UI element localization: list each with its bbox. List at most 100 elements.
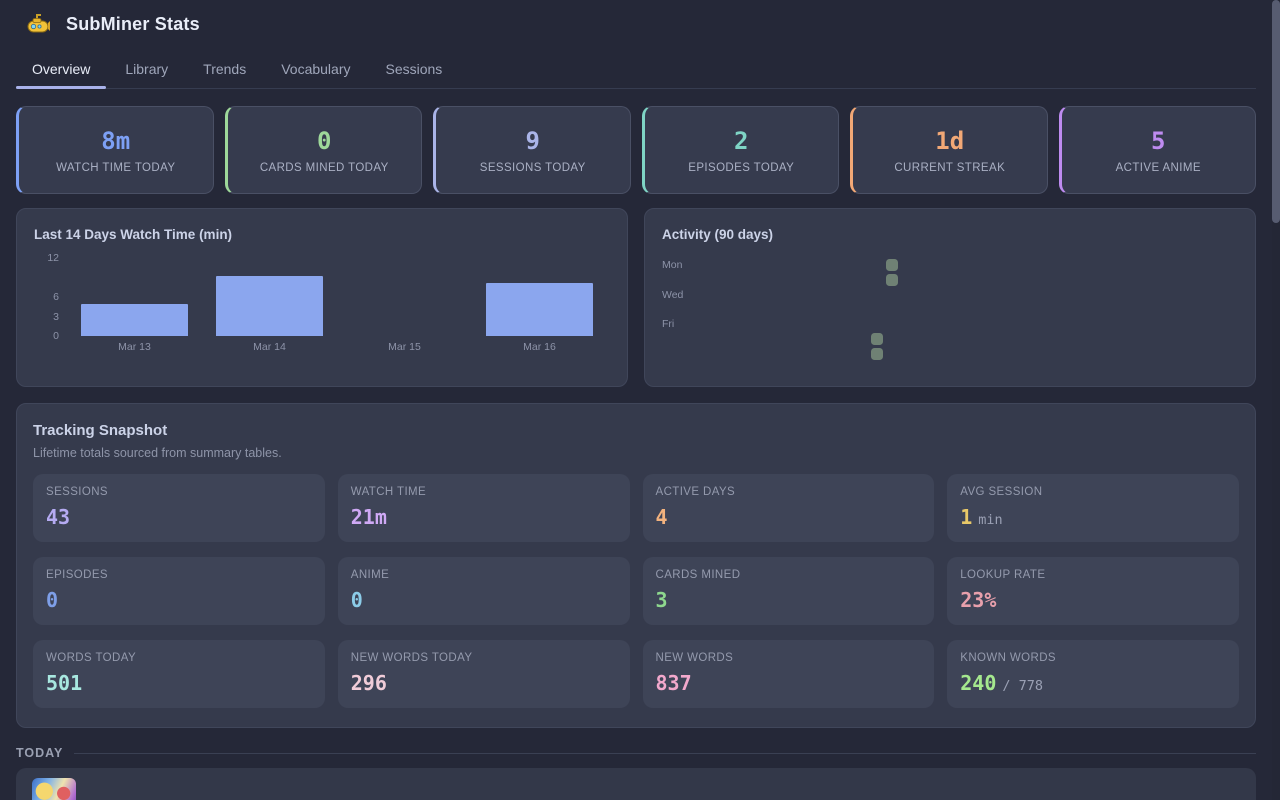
snapshot-cell-label: EPISODES [46, 569, 108, 581]
tab-sessions[interactable]: Sessions [385, 61, 443, 77]
stat-card-current-streak: 1d CURRENT STREAK [850, 106, 1048, 194]
y-tick-label: 3 [53, 310, 59, 323]
stat-label: SESSIONS TODAY [479, 161, 586, 174]
stat-card-cards-mined-today: 0 CARDS MINED TODAY [224, 106, 422, 194]
today-session-card [16, 768, 1256, 800]
stats-row: 8m WATCH TIME TODAY 0 CARDS MINED TODAY … [16, 106, 1256, 194]
snapshot-cell-value: 501 [46, 671, 83, 695]
today-section-header: TODAY [16, 745, 1256, 761]
tracking-snapshot-panel: Tracking Snapshot Lifetime totals source… [16, 403, 1256, 728]
snapshot-cell-value: 296 [350, 671, 387, 695]
stat-value: 5 [1151, 126, 1166, 155]
x-tick-label: Mar 14 [253, 341, 286, 353]
tab-overview[interactable]: Overview [16, 52, 107, 89]
stat-card-watch-time-today: 8m WATCH TIME TODAY [16, 106, 214, 194]
x-tick-label: Mar 15 [388, 341, 421, 353]
bar-plot [67, 251, 607, 336]
page-title: SubMiner Stats [66, 13, 200, 34]
bar-chart-x-axis: Mar 13 Mar 14 Mar 15 Mar 16 [67, 341, 607, 353]
bar-slot [202, 251, 337, 336]
snapshot-cell-label: NEW WORDS TODAY [350, 652, 473, 664]
bar-chart-y-axis: 0 3 6 12 [33, 251, 59, 342]
submarine-icon [27, 14, 50, 33]
bar-mar-16 [486, 282, 593, 336]
snapshot-cell-avg-session: AVG SESSION 1 min [947, 474, 1239, 542]
scrollbar-thumb[interactable] [1272, 0, 1280, 223]
activity-heatmap-panel: Activity (90 days) Mon Wed Fri [644, 208, 1256, 387]
app-header: SubMiner Stats [26, 13, 200, 35]
tab-vocabulary[interactable]: Vocabulary [281, 61, 351, 77]
y-tick-label: 0 [53, 330, 59, 342]
stat-label: EPISODES TODAY [688, 161, 795, 174]
snapshot-cell-suffix: min [978, 512, 1003, 528]
snapshot-cell-new-words-today: NEW WORDS TODAY 296 [337, 640, 630, 708]
scrollbar-track[interactable] [1272, 0, 1280, 800]
y-tick-label: 6 [53, 291, 59, 303]
stat-card-sessions-today: 9 SESSIONS TODAY [433, 106, 631, 194]
tab-bar: Overview Library Trends Vocabulary Sessi… [16, 52, 1256, 89]
tab-library[interactable]: Library [125, 61, 169, 77]
snapshot-title: Tracking Snapshot [33, 422, 168, 439]
stat-label: CURRENT STREAK [894, 161, 1006, 174]
snapshot-cell-label: WATCH TIME [350, 486, 427, 498]
bar-slot [337, 251, 472, 336]
snapshot-cell-label: KNOWN WORDS [960, 652, 1057, 664]
y-tick-label: 12 [47, 252, 59, 264]
snapshot-cell-anime: ANIME 0 [337, 557, 630, 625]
tab-trends[interactable]: Trends [203, 61, 247, 77]
snapshot-cell-value: 1 [960, 505, 973, 529]
snapshot-cell-value: 21m [350, 505, 387, 529]
heatmap-cell-mon [886, 259, 898, 271]
heatmap-row-label: Fri [662, 318, 675, 331]
chart-title: Last 14 Days Watch Time (min) [34, 227, 233, 242]
stat-label: CARDS MINED TODAY [259, 161, 389, 174]
bar-slot [472, 251, 607, 336]
stat-value: 8m [101, 126, 131, 155]
stat-card-episodes-today: 2 EPISODES TODAY [641, 106, 839, 194]
snapshot-subtitle: Lifetime totals sourced from summary tab… [33, 446, 282, 460]
snapshot-cell-suffix: / 778 [1002, 678, 1044, 694]
bar-slot [67, 251, 202, 336]
snapshot-cell-label: NEW WORDS [655, 652, 734, 664]
watch-time-chart-panel: Last 14 Days Watch Time (min) 0 3 6 12 Mar … [16, 208, 628, 387]
snapshot-cell-words-today: WORDS TODAY 501 [33, 640, 325, 708]
snapshot-cell-value: 0 [46, 588, 59, 612]
snapshot-cell-label: LOOKUP RATE [960, 569, 1046, 581]
anime-thumbnail [32, 778, 76, 800]
stat-label: WATCH TIME TODAY [56, 161, 176, 174]
section-divider [74, 752, 1256, 754]
x-tick-label: Mar 16 [523, 341, 556, 353]
snapshot-cell-value: 3 [655, 588, 668, 612]
x-tick-label: Mar 13 [118, 341, 151, 353]
stat-label: ACTIVE ANIME [1115, 161, 1201, 174]
snapshot-cell-value: 0 [350, 588, 363, 612]
snapshot-cell-label: SESSIONS [46, 486, 108, 498]
snapshot-cell-value: 837 [655, 671, 692, 695]
activity-heatmap: Mon Wed Fri [645, 209, 1255, 386]
snapshot-cell-lookup-rate: LOOKUP RATE 23% [947, 557, 1239, 625]
snapshot-cell-value: 43 [46, 505, 71, 529]
heatmap-title: Activity (90 days) [662, 227, 774, 242]
stat-value: 2 [734, 126, 749, 155]
snapshot-cell-label: CARDS MINED [655, 569, 741, 581]
snapshot-cell-new-words: NEW WORDS 837 [642, 640, 935, 708]
stat-value: 1d [935, 126, 965, 155]
bar-mar-13 [81, 303, 188, 336]
snapshot-cell-known-words: KNOWN WORDS 240 / 778 [947, 640, 1239, 708]
snapshot-cell-label: WORDS TODAY [46, 652, 137, 664]
snapshot-cell-sessions: SESSIONS 43 [33, 474, 325, 542]
heatmap-row-label: Wed [662, 288, 684, 301]
heatmap-cell-tue [886, 273, 898, 286]
snapshot-cell-value: 23% [960, 588, 997, 612]
snapshot-cell-episodes: EPISODES 0 [33, 557, 325, 625]
snapshot-cell-cards-mined: CARDS MINED 3 [642, 557, 935, 625]
snapshot-cell-label: AVG SESSION [960, 486, 1043, 498]
charts-row: Last 14 Days Watch Time (min) 0 3 6 12 Mar … [16, 208, 1256, 387]
heatmap-cell-sun [871, 347, 884, 360]
snapshot-cell-label: ACTIVE DAYS [655, 486, 736, 498]
bar-mar-14 [216, 275, 323, 336]
snapshot-cell-label: ANIME [350, 569, 390, 581]
snapshot-grid: SESSIONS 43 WATCH TIME 21m ACTIVE DAYS 4… [33, 474, 1239, 708]
snapshot-cell-watch-time: WATCH TIME 21m [337, 474, 630, 542]
